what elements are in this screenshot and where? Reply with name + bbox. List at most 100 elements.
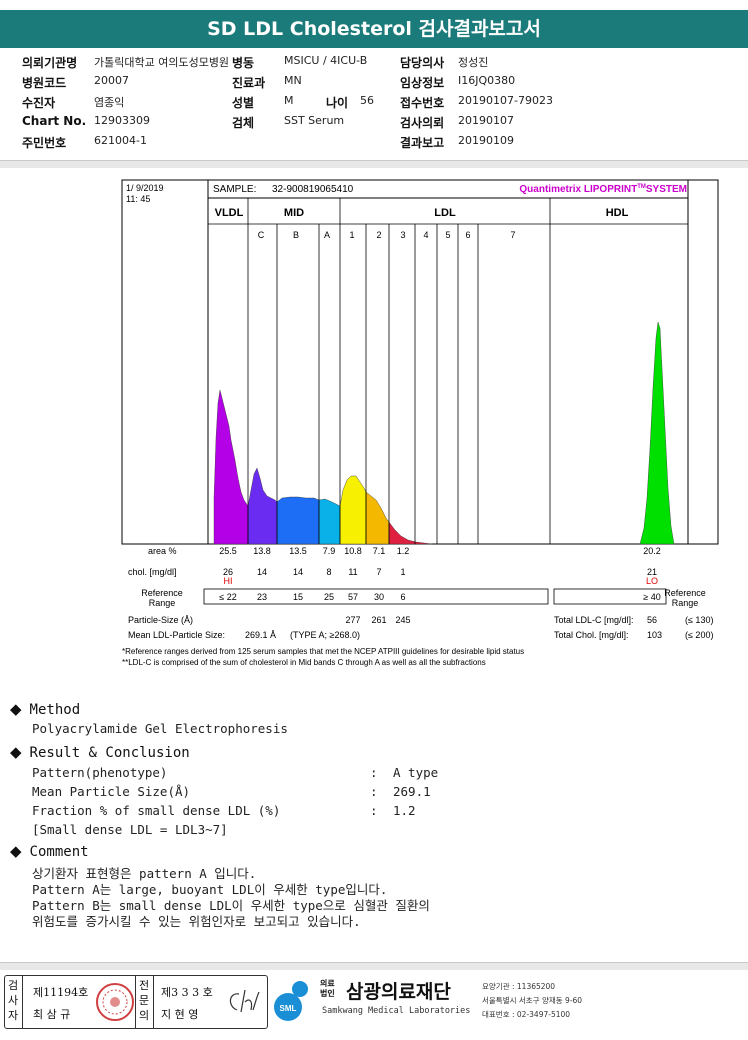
ward-label: 병동	[232, 56, 255, 70]
institution-value: 가톨릭대학교 여의도성모병원	[94, 56, 230, 69]
result-heading: ◆ Result & Conclusion	[10, 743, 190, 761]
patient-label: 수진자	[22, 96, 56, 110]
comment-line-1: 상기환자 표현형은 pattern A 입니다.	[32, 866, 257, 881]
ref-label-line2: Range	[149, 598, 176, 608]
handwritten-signature-icon	[229, 989, 260, 1013]
chol-value: 14	[293, 567, 303, 577]
sign-separator	[22, 976, 23, 1028]
report-date-value: 20190109	[458, 134, 514, 147]
sample-label: SAMPLE:	[213, 184, 256, 195]
sml-logo-text: SML	[280, 1004, 297, 1013]
comment-line-2: Pattern A는 large, buoyant LDL이 우세한 type입…	[32, 882, 388, 897]
result-line-size: Mean Particle Size(Å)	[32, 784, 191, 799]
hospital-code-value: 20007	[94, 74, 129, 87]
org-address: 서울특별시 서초구 양재동 9-60	[482, 996, 583, 1005]
ref-range-value: 23	[257, 592, 267, 602]
area-row-label: area %	[148, 546, 177, 556]
band-label-c: C	[258, 230, 265, 240]
mean-ldl-value: 269.1 Å	[245, 630, 276, 640]
age-value: 56	[360, 94, 374, 107]
right-ref-line2: Range	[672, 598, 699, 608]
specimen-label: 검체	[232, 116, 255, 130]
vldl-flag-hi: HI	[224, 576, 233, 586]
institution-label: 의뢰기관명	[22, 56, 78, 70]
specialist-name: 지 현 영	[161, 1008, 199, 1021]
result-section: ◆ Result & Conclusion Pattern(phenotype) …	[10, 743, 730, 843]
diamond-icon: ◆	[10, 700, 22, 718]
sign-separator	[135, 976, 136, 1028]
doctor-value: 정성진	[458, 56, 489, 69]
particle-size-value: 261	[371, 615, 386, 625]
hdl-ref-range-value: ≥ 40	[643, 592, 660, 602]
chol-value: 1	[400, 567, 405, 577]
mid-c-area	[247, 467, 278, 545]
clinical-info-label: 임상정보	[400, 76, 445, 90]
comment-heading: ◆ Comment	[10, 842, 89, 860]
chart-frame	[121, 179, 719, 545]
band-label-b: B	[293, 230, 299, 240]
ref-range-box-ldl	[203, 588, 549, 605]
department-value: MN	[284, 74, 302, 87]
brand-label: Quantimetrix LIPOPRINTTMSYSTEM	[519, 184, 687, 195]
receipt-value: 20190107-79023	[458, 94, 553, 107]
chol-row-label: chol. [mg/dl]	[128, 567, 177, 577]
mid-a-area	[318, 498, 341, 545]
total-chol-range: (≤ 200)	[685, 630, 713, 640]
org-phone: 대표번호 : 02-3497-5100	[482, 1010, 571, 1019]
band-label-a: A	[324, 230, 330, 240]
top-divider	[0, 160, 748, 168]
band-label-7: 7	[510, 230, 515, 240]
sml-logo-icon: SML	[274, 981, 308, 1021]
sex-label: 성별	[232, 96, 255, 110]
examiner-name: 최 삼 규	[33, 1008, 71, 1021]
result-note: [Small dense LDL = LDL3~7]	[32, 822, 228, 837]
result-value-size: 269.1	[393, 784, 431, 799]
area-value: 7.1	[373, 546, 386, 556]
method-heading: ◆ Method	[10, 700, 81, 718]
total-ldl-label: Total LDL-C [mg/dl]:	[554, 615, 634, 625]
lipoprint-chart: 1/ 9/2019 11: 45 SAMPLE: 32-900819065410…	[120, 178, 720, 672]
specimen-value: SST Serum	[284, 114, 345, 127]
diamond-icon: ◆	[10, 743, 22, 761]
result-colon: :	[370, 765, 378, 780]
band-label-2: 2	[376, 230, 381, 240]
total-ldl-range: (≤ 130)	[685, 615, 713, 625]
footnote-2: **LDL-C is comprised of the sum of chole…	[122, 658, 486, 667]
band-label-4: 4	[423, 230, 428, 240]
ref-range-value: ≤ 22	[219, 592, 236, 602]
specialist-license-no: 제3 3 3 호	[161, 986, 213, 999]
band-label-3: 3	[400, 230, 405, 240]
result-line-pattern: Pattern(phenotype)	[32, 765, 168, 780]
chol-value: 14	[257, 567, 267, 577]
hdl-flag-lo: LO	[646, 576, 658, 586]
method-text: Polyacrylamide Gel Electrophoresis	[32, 721, 288, 736]
hdl-area-value: 20.2	[643, 546, 661, 556]
mean-ldl-label: Mean LDL-Particle Size:	[128, 630, 225, 640]
result-value-pattern: A type	[393, 765, 439, 780]
area-value: 10.8	[344, 546, 362, 556]
sex-value: M	[284, 94, 294, 107]
area-value: 7.9	[323, 546, 336, 556]
report-title: SD LDL Cholesterol 검사결과보고서	[0, 10, 748, 48]
ldl2-area	[365, 491, 390, 545]
chart-no-value: 12903309	[94, 114, 150, 127]
total-chol-label: Total Chol. [mg/dl]:	[554, 630, 629, 640]
seal-stamp-icon	[96, 983, 134, 1021]
vldl-area	[213, 389, 249, 545]
examiner-license-no: 제11194호	[33, 986, 89, 999]
method-section: ◆ Method Polyacrylamide Gel Electrophores…	[10, 700, 730, 740]
ref-range-value: 6	[400, 592, 405, 602]
total-chol-value: 103	[647, 630, 662, 640]
resident-value: 621004-1	[94, 134, 147, 147]
group-ldl: LDL	[434, 207, 456, 219]
result-colon: :	[370, 784, 378, 799]
org-tag: 의료법인	[320, 979, 335, 998]
ward-value: MSICU / 4ICU-B	[284, 54, 368, 67]
footnote-1: *Reference ranges derived from 125 serum…	[122, 647, 524, 656]
area-value: 1.2	[397, 546, 410, 556]
chol-value: 8	[326, 567, 331, 577]
doctor-label: 담당의사	[400, 56, 445, 70]
ref-range-value: 15	[293, 592, 303, 602]
